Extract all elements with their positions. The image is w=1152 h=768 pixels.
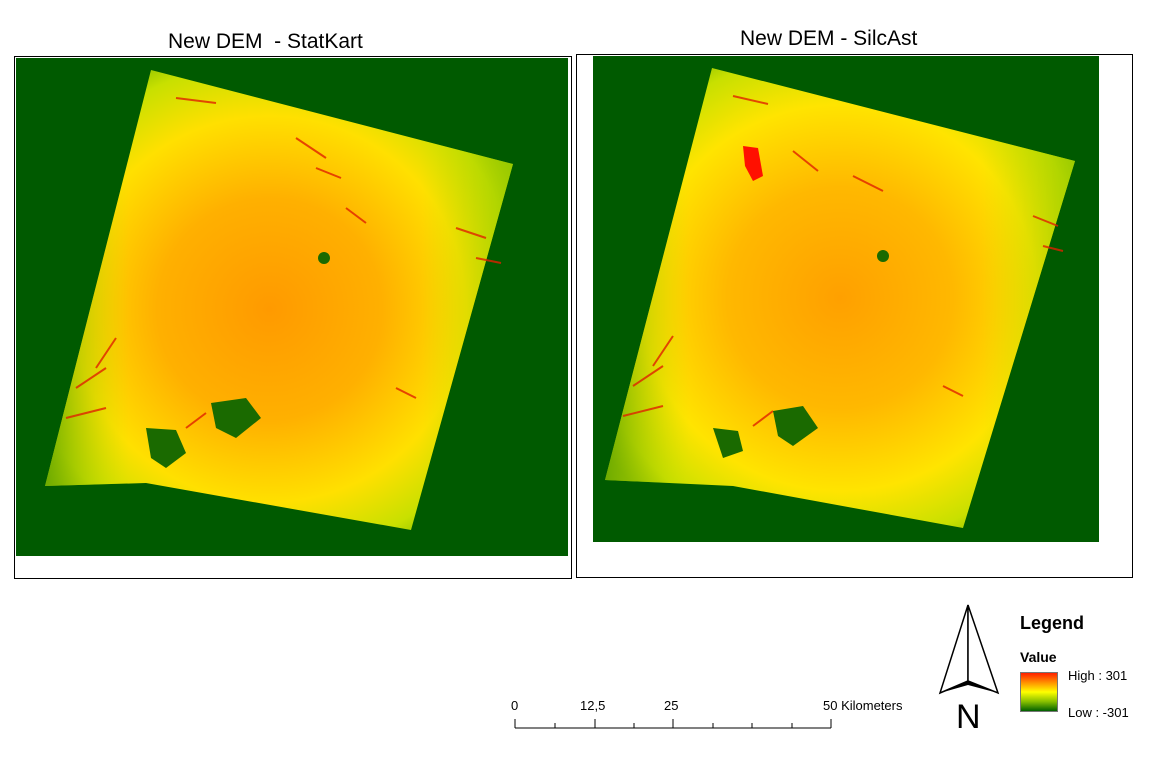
- map-title-silcast: New DEM - SilcAst: [740, 27, 918, 50]
- north-label: N: [956, 698, 981, 736]
- scale-tick-label-3: 50 Kilometers: [823, 698, 903, 713]
- map-title-statkart: New DEM - StatKart: [168, 30, 363, 53]
- legend-low-label: Low : -301: [1068, 705, 1129, 720]
- legend-color-ramp: [1020, 672, 1058, 712]
- dem-relief-marks: [65, 97, 502, 429]
- north-arrow-icon: [938, 604, 1000, 695]
- scale-tick-label-2: 25: [664, 698, 679, 713]
- map-frame-silcast: [576, 54, 1133, 578]
- dem-lowland-patches: [146, 252, 330, 468]
- legend-subtitle: Value: [1020, 649, 1057, 665]
- scale-tick-label-1: 12,5: [580, 698, 606, 713]
- north-arrow-left-half: [938, 604, 969, 695]
- north-arrow-right-half: [967, 604, 1000, 695]
- dem-lowland-patches: [713, 146, 889, 458]
- dem-raster-silcast: [593, 56, 1099, 542]
- scale-bar: [514, 719, 832, 729]
- dem-raster-statkart: [16, 58, 568, 556]
- north-arrow-base: [940, 681, 998, 693]
- dem-relief-marks: [622, 95, 1064, 427]
- map-frame-statkart: [14, 56, 572, 579]
- scale-tick-label-0: 0: [511, 698, 519, 713]
- legend-title: Legend: [1020, 613, 1085, 633]
- dem-edge-shading: [605, 68, 1075, 528]
- legend-high-label: High : 301: [1068, 668, 1128, 683]
- dem-edge-shading: [45, 70, 513, 530]
